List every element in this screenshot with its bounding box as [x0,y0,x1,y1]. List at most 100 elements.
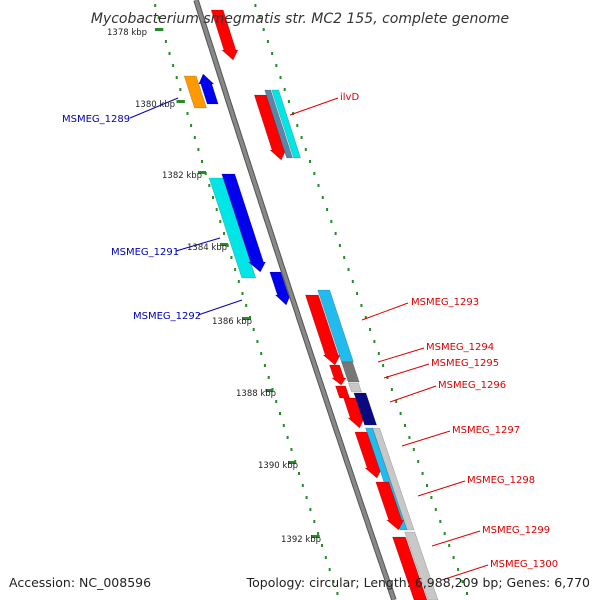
gene-label-msmeg-1291[interactable]: MSMEG_1291 [111,247,179,258]
guide-dot [179,88,182,91]
gene-feature [264,89,294,159]
leader-line [289,97,339,116]
guide-dot [309,508,312,511]
leader-line [197,299,243,316]
gene-feature [253,94,287,161]
leader-line [441,564,489,581]
gene-features [183,9,439,600]
guide-dot [254,4,257,7]
guide-dot [271,52,274,55]
guide-dot [172,64,175,67]
gene-feature [353,392,378,426]
gene-label-msmeg-1294[interactable]: MSMEG_1294 [426,342,494,353]
gene-label-msmeg-1292[interactable]: MSMEG_1292 [133,311,201,322]
guide-dot [201,160,203,163]
guide-dot [443,532,446,535]
guide-dot [351,280,354,283]
gene-label-ilvd[interactable]: ilvD [340,92,359,103]
guide-dot [386,376,389,379]
gene-feature [335,385,351,399]
leader-line [129,97,179,119]
guide-dot [301,484,304,487]
guide-dot [168,52,171,55]
guide-dot [212,196,214,199]
gene-feature [404,531,439,600]
guide-dot [324,556,327,559]
gene-feature [183,75,207,109]
gene-feature [221,173,266,273]
gene-label-msmeg-1293[interactable]: MSMEG_1293 [411,297,479,308]
guide-dot [421,472,424,475]
accession-text: Accession: NC_008596 [9,575,151,590]
guide-dot [175,76,178,79]
leader-line [383,363,430,379]
guide-dot [313,520,316,523]
dotted-guides [154,4,468,595]
guide-dot [256,340,259,343]
gene-feature [317,289,354,363]
gene-feature [365,427,408,531]
gene-feature [208,177,257,279]
gene-label-msmeg-1296[interactable]: MSMEG_1296 [438,380,506,391]
gene-labels: ilvD MSMEG_1289 MSMEG_1291 MSMEG_1292 MS… [62,92,558,570]
gene-feature [375,481,405,531]
guide-dot [190,124,193,127]
guide-dot [237,280,240,283]
leader-line [401,430,451,447]
guide-dot [279,412,281,415]
guide-dot [356,292,359,295]
guide-dot [298,472,300,475]
guide-dot [334,232,337,235]
guide-dot [275,64,278,67]
guide-dot [426,484,428,487]
map-title: Mycobacterium smegmatis str. MC2 155, co… [91,11,509,27]
guide-dot [309,160,311,163]
backbone-line [194,0,396,600]
gene-feature [210,9,239,61]
guide-dot [369,328,372,331]
guide-dot [186,112,189,115]
guide-dot [404,424,406,427]
kbp-label: 1392 kbp [281,535,321,545]
guide-dot [417,460,420,463]
leader-line [389,385,437,403]
gene-feature [271,89,302,159]
genome-backbone [193,0,397,600]
gene-label-msmeg-1300[interactable]: MSMEG_1300 [490,559,558,570]
guide-dot [336,592,339,595]
leader-line [361,302,409,321]
guide-dot [448,544,451,547]
leader-line [377,347,425,363]
guide-dot [439,520,442,523]
gene-label-msmeg-1289[interactable]: MSMEG_1289 [62,114,130,125]
gene-feature [198,73,219,105]
kbp-label: 1386 kbp [212,317,252,327]
guide-dot [330,220,333,223]
guide-dot [279,76,282,79]
gene-label-msmeg-1297[interactable]: MSMEG_1297 [452,425,520,436]
guide-dot [317,532,320,535]
guide-dot [347,268,350,271]
kbp-tick [288,461,297,464]
kbp-markers: 1378 kbp 1380 kbp 1382 kbp 1384 kbp 1386… [107,28,321,545]
gene-label-msmeg-1295[interactable]: MSMEG_1295 [431,358,499,369]
guide-dot [328,568,331,571]
guide-dot [430,496,433,499]
guide-dot [399,412,402,415]
guide-dot [282,424,285,427]
kbp-label: 1390 kbp [258,461,298,471]
gene-feature [269,271,291,306]
gene-feature [329,364,347,386]
guide-dot [197,148,200,151]
guide-dot [208,184,211,187]
guide-dot [245,304,248,307]
guide-dot [258,16,261,19]
gene-label-msmeg-1299[interactable]: MSMEG_1299 [482,525,550,536]
guide-dot [267,376,270,379]
gene-label-msmeg-1298[interactable]: MSMEG_1298 [467,475,535,486]
guide-dot [434,508,437,511]
guide-dot [408,436,411,439]
kbp-tick [198,171,206,174]
kbp-label: 1382 kbp [162,171,202,181]
guide-dot [452,556,455,559]
